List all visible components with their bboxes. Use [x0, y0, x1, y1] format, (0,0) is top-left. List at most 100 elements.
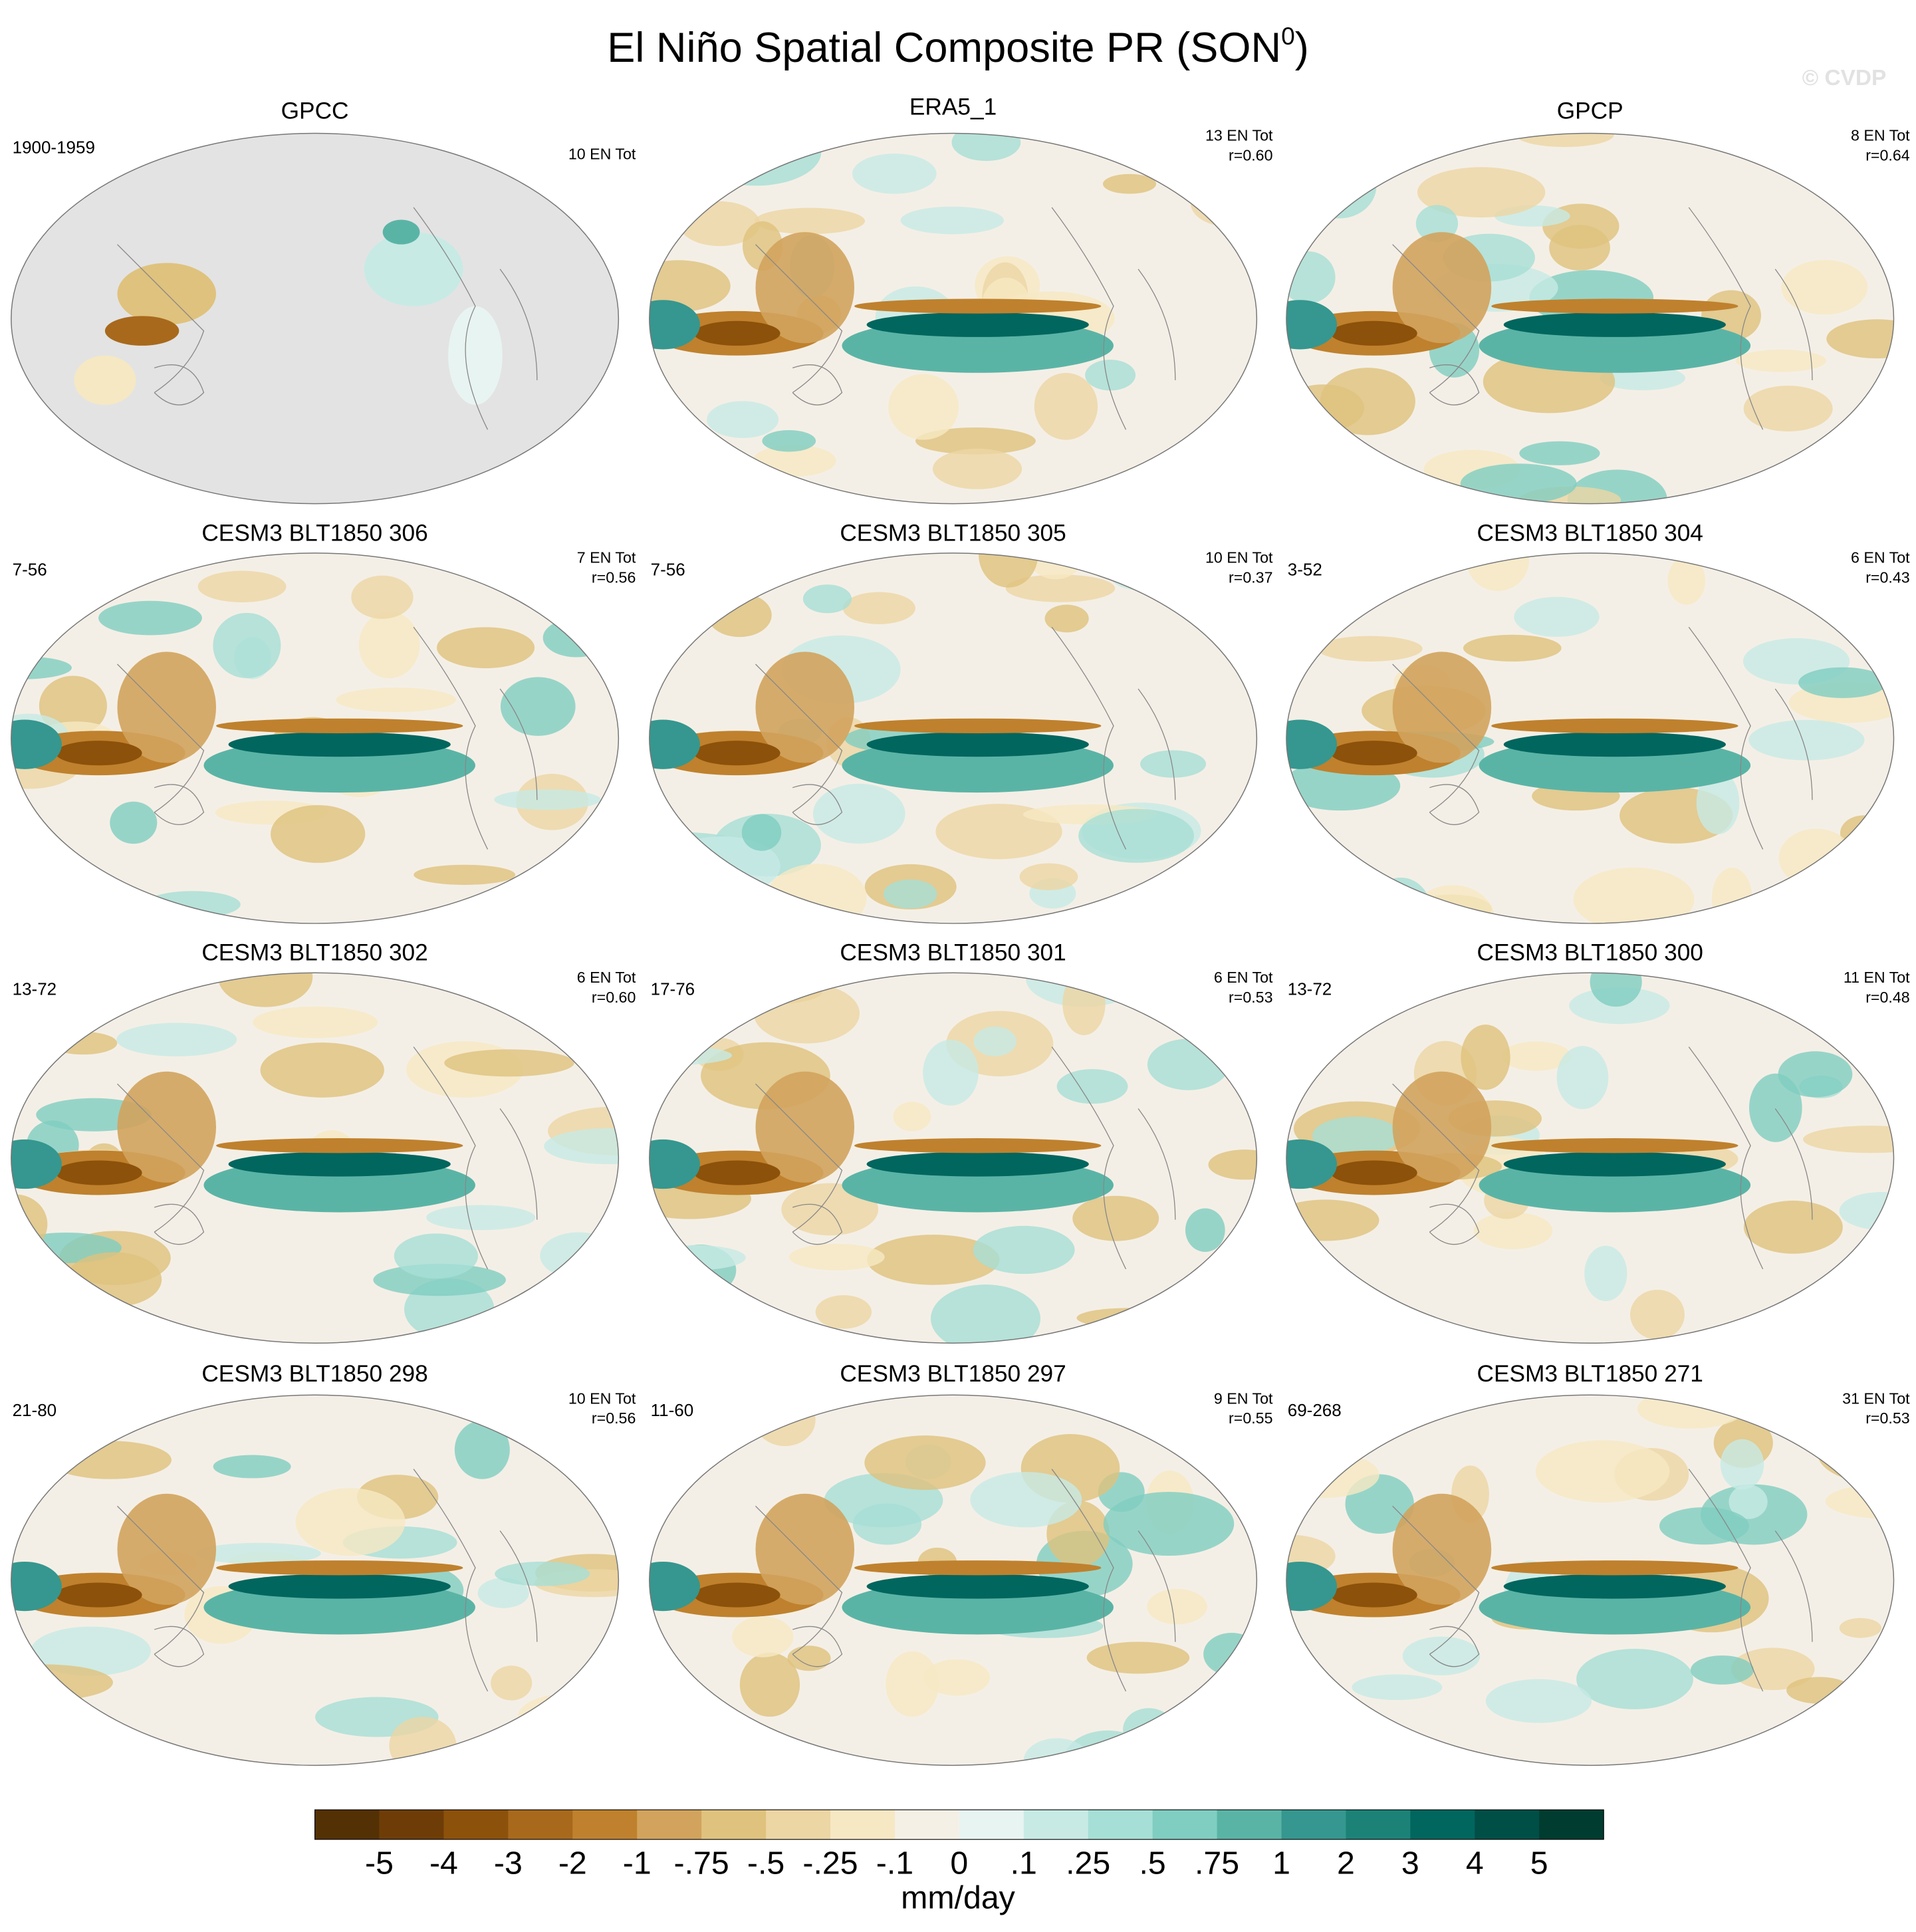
colorbar-label: -2 [558, 1846, 587, 1881]
stat-label: r=0.48 [1865, 989, 1909, 1006]
period-label: 7-56 [651, 559, 685, 579]
anomaly-patch [197, 570, 287, 602]
anomaly-patch [1072, 1195, 1159, 1241]
stat-label: r=0.56 [592, 568, 636, 586]
anomaly-patch [1778, 828, 1854, 888]
colorbar-outline [314, 1809, 1604, 1840]
anomaly-patch [31, 1626, 151, 1676]
period-label: 3-52 [1288, 559, 1322, 579]
wet-anomaly [1286, 719, 1338, 769]
anomaly-patch [1573, 867, 1695, 923]
map-outline [11, 1394, 620, 1766]
anomaly-patch [1535, 1440, 1670, 1503]
anomaly-patch [336, 687, 456, 713]
dry-anomaly [55, 1582, 142, 1608]
coastline [1392, 1469, 1813, 1692]
colorbar-label: -.25 [802, 1846, 858, 1881]
wet-anomaly [649, 1139, 700, 1189]
anomaly-patch [101, 1395, 201, 1413]
anomaly-patch [1208, 1149, 1257, 1180]
anomaly-patch [951, 133, 1021, 162]
anomaly-patch [170, 912, 209, 923]
anomaly-patch [1590, 973, 1642, 1007]
anomaly-patch [1749, 1073, 1802, 1142]
anomaly-patch [213, 612, 281, 679]
stat-label: 6 EN Tot [577, 969, 636, 986]
anomaly-patch [970, 1471, 1082, 1528]
map-panel: GPCP 8 EN Tot r=0.64 [1286, 98, 1910, 505]
map-outline [649, 132, 1258, 505]
wet-anomaly [11, 1561, 62, 1612]
colorbar-box [637, 1810, 702, 1840]
anomaly-patch [864, 1435, 986, 1490]
anomaly-patch [49, 1031, 118, 1055]
panel-title: CESM3 BLT1850 301 [840, 940, 1066, 966]
dry-anomaly [117, 652, 217, 763]
wet-anomaly [1503, 1574, 1726, 1599]
anomaly-patch [1185, 1208, 1225, 1253]
anomaly-patch [1103, 1491, 1235, 1556]
dry-anomaly [117, 1493, 217, 1605]
dry-anomaly [854, 299, 1102, 314]
anomaly-patch [1023, 1738, 1090, 1766]
period-label: 1900-1959 [13, 137, 95, 157]
anomaly-patch [271, 804, 366, 863]
panel-title: CESM3 BLT1850 302 [201, 940, 427, 966]
map-outline [1286, 1394, 1895, 1766]
anomaly-patch [196, 1542, 321, 1564]
colorbar-label: -.75 [674, 1846, 729, 1881]
anomaly-patch [900, 206, 1005, 235]
coastline [1392, 207, 1813, 430]
anomaly-patch [252, 1006, 378, 1038]
panel-title: CESM3 BLT1850 298 [201, 1361, 427, 1387]
anomaly-patch [1696, 771, 1740, 834]
anomaly-patch [707, 593, 772, 638]
dry-anomaly [755, 232, 855, 344]
dry-anomaly [1330, 320, 1417, 346]
anomaly-patch [739, 1652, 800, 1717]
anomaly-patch [535, 1715, 596, 1766]
anomaly-patch [1515, 133, 1614, 148]
anomaly-patch [1086, 1641, 1190, 1674]
period-label: 13-72 [13, 979, 57, 999]
colorbar-label: 1 [1272, 1846, 1290, 1881]
period-label: 13-72 [1288, 979, 1332, 999]
anomaly-patch [1312, 1116, 1401, 1155]
dry-anomaly [1392, 652, 1492, 763]
dry-anomaly [693, 1160, 780, 1185]
anomaly-patch [1798, 667, 1887, 699]
colorbar-label: .75 [1195, 1846, 1239, 1881]
anomaly-patch [1743, 386, 1833, 431]
stat-label: 8 EN Tot [1851, 127, 1910, 144]
colorbar-label: 3 [1401, 1846, 1419, 1881]
wet-anomaly [11, 1139, 62, 1189]
colorbar-box [1475, 1810, 1540, 1840]
anomaly-patch [1076, 1308, 1179, 1328]
anomaly-patch [110, 801, 158, 844]
anomaly-patch [754, 1395, 816, 1447]
map-field [11, 552, 619, 923]
anomaly-patch [494, 789, 601, 810]
colorbar-box [1152, 1810, 1218, 1840]
anomaly-patch [542, 618, 610, 658]
anomaly-patch [394, 1233, 479, 1279]
watermark: © CVDP [1802, 66, 1887, 90]
map-outline [649, 1394, 1258, 1766]
panel-title: ERA5_1 [909, 94, 997, 120]
anomaly-patch [1190, 180, 1257, 227]
anomaly-patch [491, 1665, 533, 1701]
map-outline [649, 552, 1258, 924]
map-outline [1286, 552, 1895, 924]
anomaly-patch [973, 1225, 1075, 1274]
anomaly-patch [414, 864, 516, 885]
map-panel: CESM3 BLT1850 304 3-52 6 EN Tot r=0.43 [1286, 520, 1910, 924]
figure-title: El Niño Spatial Composite PR (SON0) [607, 22, 1309, 71]
anomaly-patch [351, 575, 414, 619]
wet-anomaly [228, 732, 451, 757]
anomaly-patch [1085, 360, 1136, 391]
stat-label: r=0.37 [1229, 568, 1272, 586]
anomaly-patch [1485, 1679, 1592, 1723]
anomaly-patch [540, 1232, 617, 1279]
